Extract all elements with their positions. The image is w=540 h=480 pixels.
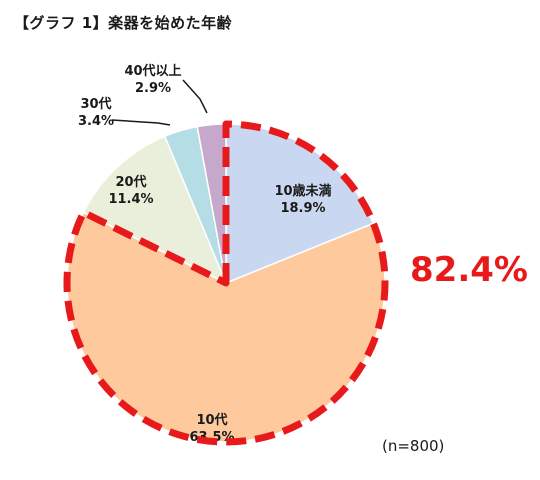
slice-label-0: 10歳未満 18.9% [274,183,331,216]
slice-label-2: 20代 11.4% [108,174,153,207]
leader-line-3 [111,119,171,126]
chart-title: 【グラフ 1】楽器を始めた年齢 [14,14,233,32]
slice-category-label: 20代 [115,174,146,190]
slice-label-3: 30代 3.4% [78,96,114,129]
slice-value-label: 3.4% [78,114,114,129]
slice-value-label: 18.9% [280,201,325,216]
pie-slice-2 [82,135,228,285]
slice-category-label: 40代以上 [124,63,181,79]
slice-labels: 10歳未満 18.9%10代 63.5%20代 11.4%30代 3.4%40代以上 2.… [78,63,332,445]
sample-size-label: (n=800) [382,437,445,455]
slice-value-label: 2.9% [135,81,171,96]
leader-line-4 [182,79,208,114]
highlight-percentage: 82.4% [410,250,528,290]
highlight-outline [63,120,389,446]
slice-category-label: 10歳未満 [274,183,331,199]
slice-category-label: 30代 [80,96,111,112]
slice-category-label: 10代 [196,412,227,428]
slice-value-label: 11.4% [108,192,153,207]
leader-lines [111,79,208,126]
slice-label-4: 40代以上 2.9% [124,63,181,96]
